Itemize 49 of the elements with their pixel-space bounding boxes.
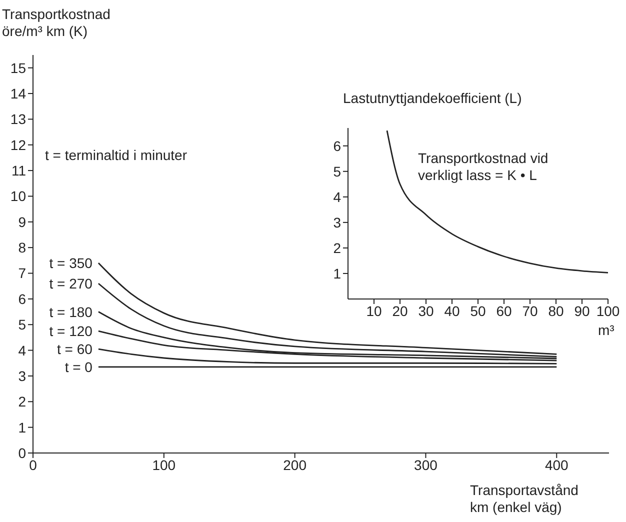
- y-tick-label: 8: [18, 240, 26, 256]
- y-tick-label: 3: [18, 368, 26, 384]
- y-tick-label: 5: [18, 316, 26, 333]
- y-tick-label: 7: [18, 265, 26, 282]
- y-tick-label: 6: [333, 138, 342, 154]
- x-tick-label: 90: [574, 302, 590, 319]
- x-tick-label: 60: [496, 302, 512, 319]
- x-tick-label: 200: [283, 456, 307, 473]
- y-axis-title: Transportkostnad öre/m³ km (K): [2, 6, 110, 40]
- x-tick-label: 40: [444, 302, 460, 319]
- y-tick-label: 15: [10, 60, 26, 76]
- x-axis-title: Transportavstånd km (enkel väg): [470, 482, 578, 516]
- y-tick-label: 2: [18, 394, 26, 410]
- x-tick-label: 100: [596, 302, 620, 319]
- x-tick-label: 50: [470, 302, 486, 319]
- chart-title: Lastutnyttjandekoefficient (L): [343, 90, 522, 107]
- x-tick-label: 80: [548, 302, 564, 319]
- y-tick-label: 14: [10, 85, 26, 102]
- annotation: t = terminaltid i minuter: [45, 147, 187, 164]
- x-tick-label: 100: [152, 456, 176, 473]
- x-tick-label: 20: [392, 302, 408, 319]
- y-tick-label: 4: [333, 188, 342, 205]
- y-tick-label: 6: [18, 290, 26, 307]
- y-tick-label: 1: [333, 265, 342, 282]
- x-tick-label: 400: [544, 456, 569, 473]
- legend-label: t = 60: [57, 341, 93, 358]
- series-label: t = 270: [49, 276, 93, 292]
- y-tick-label: 0: [18, 444, 26, 461]
- y-tick-label: 3: [333, 214, 342, 230]
- y-tick-label: 10: [10, 188, 26, 204]
- legend-label: t = 120: [49, 323, 93, 340]
- y-tick-label: 9: [18, 214, 26, 230]
- x-axis-title: m³: [598, 322, 614, 339]
- x-tick-label: 70: [522, 302, 538, 319]
- y-tick-label: 1: [18, 419, 26, 436]
- annotation: Transportkostnad vid verkligt lass = K • L: [418, 150, 548, 184]
- series-label: t = 350: [49, 254, 93, 271]
- y-tick-label: 13: [10, 111, 26, 128]
- series-label: t = 180: [49, 304, 93, 320]
- y-tick-label: 11: [11, 162, 26, 179]
- x-tick-label: 10: [366, 302, 382, 319]
- y-tick-label: 5: [333, 163, 342, 180]
- x-tick-label: 0: [29, 456, 38, 473]
- x-tick-label: 30: [418, 302, 434, 319]
- y-tick-label: 12: [10, 136, 26, 153]
- y-tick-label: 2: [333, 240, 342, 256]
- legend-label: t = 0: [64, 358, 93, 375]
- y-tick-label: 4: [18, 342, 26, 358]
- x-tick-label: 300: [414, 456, 438, 473]
